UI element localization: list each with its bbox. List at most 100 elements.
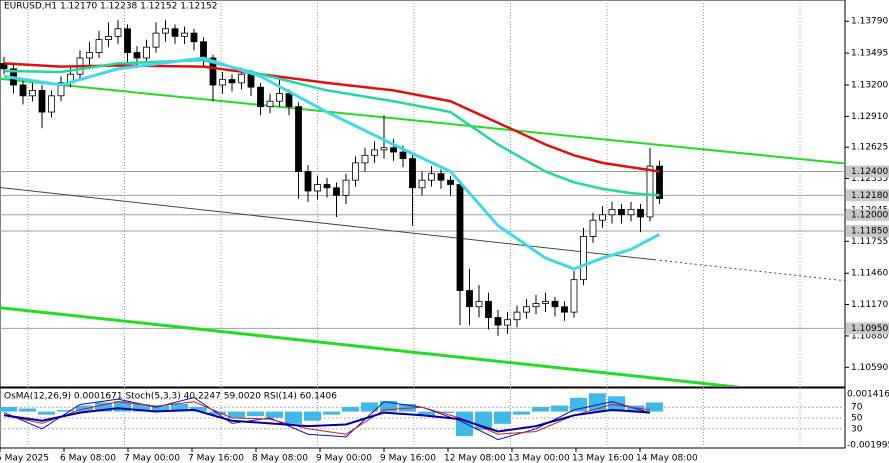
level-label-box — [846, 225, 889, 238]
candle-body — [656, 165, 663, 199]
candle-body — [95, 39, 103, 53]
candle-body — [437, 173, 445, 181]
osma-bar — [494, 411, 511, 424]
osma-bar — [152, 405, 169, 412]
candle-body — [295, 106, 302, 172]
candle-body — [580, 236, 587, 281]
y-tick-label: 1.11755 — [851, 237, 888, 247]
candle-body — [190, 32, 198, 43]
candle-body — [494, 317, 502, 326]
candle-body — [380, 147, 388, 151]
candle-body — [428, 173, 435, 181]
frame — [0, 0, 846, 449]
y2-tick-label: 0.001416 — [847, 390, 889, 400]
osma-bar — [133, 403, 150, 412]
chart-title: EURUSD,H1 1.12170 1.12238 1.12152 1.1215… — [4, 2, 217, 12]
y-tick-label: 1.12910 — [851, 112, 888, 122]
trend-line — [0, 187, 845, 282]
y-tick-label: 1.10880 — [851, 331, 888, 341]
candle-body — [371, 149, 378, 156]
candle-body — [551, 300, 559, 308]
moving-average — [3, 62, 660, 173]
osma-bar — [228, 411, 245, 418]
level-label: 1.12180 — [851, 191, 888, 201]
candle-body — [57, 82, 65, 97]
osma-bar — [646, 402, 663, 412]
candle-body — [475, 300, 483, 308]
candle-body — [209, 57, 217, 86]
candle-body — [352, 162, 359, 181]
osma-bar — [266, 411, 283, 418]
candle-body — [114, 28, 122, 37]
candle-body — [143, 46, 150, 59]
osma-bar — [532, 407, 549, 412]
y-tick-label: 1.10590 — [851, 363, 888, 373]
y-tick-label: 1.13200 — [851, 81, 888, 91]
osma-bar — [57, 410, 74, 412]
candle-body — [266, 100, 274, 108]
indicator-title: OsMA(12,26,9) 0.0001671 Stoch(5,3,3) 40.… — [4, 392, 337, 402]
candle-body — [466, 290, 473, 308]
x-tick-label: 7 May 16:00 — [188, 454, 244, 463]
candle-body — [589, 219, 597, 237]
osc-tick-label: 70 — [851, 403, 863, 413]
candle-body — [646, 165, 654, 218]
candle-body — [162, 28, 169, 34]
x-tick-label: 7 May 00:00 — [124, 454, 180, 463]
candle-body — [399, 151, 407, 159]
trend-line-extension — [659, 259, 845, 282]
candle-body — [627, 208, 635, 216]
osc-tick-label: 50 — [851, 414, 863, 424]
oscillator-line — [3, 407, 651, 433]
candle-body — [304, 171, 312, 192]
y-tick-label: 1.12625 — [851, 143, 888, 153]
price-plot — [0, 20, 845, 386]
candle-body — [390, 147, 397, 153]
candle-body — [561, 306, 568, 313]
osma-bar — [114, 400, 131, 412]
candle-body — [48, 95, 55, 113]
moving-average — [3, 56, 661, 271]
candle-body — [200, 41, 207, 59]
moving-average — [3, 58, 660, 197]
level-label: 1.11850 — [851, 227, 888, 237]
candle-body — [228, 79, 236, 84]
osc-tick-label: 30 — [851, 424, 863, 434]
osma-bar — [38, 411, 55, 415]
level-label-box — [846, 208, 889, 221]
candle-body — [257, 86, 264, 108]
indicator-pane — [0, 393, 845, 441]
osma-bar — [323, 411, 340, 415]
osma-bar — [0, 407, 17, 412]
osma-bar — [608, 396, 625, 412]
y-tick-label: 1.11460 — [851, 269, 888, 279]
candle-body — [105, 35, 112, 40]
candle-body — [342, 179, 350, 196]
candle-body — [608, 208, 616, 216]
osma-bar — [342, 407, 359, 412]
osma-bar — [551, 405, 568, 412]
level-label-box — [846, 189, 889, 202]
candle-body — [323, 184, 331, 189]
candle-body — [456, 184, 464, 291]
candle-body — [570, 279, 578, 313]
osma-bar — [380, 400, 397, 412]
y-tick-label: 1.11170 — [851, 300, 888, 310]
osma-bar — [171, 403, 188, 412]
osma-bar — [247, 411, 264, 417]
level-label-box — [846, 322, 889, 335]
x-tick-label: 9 May 00:00 — [316, 454, 372, 463]
x-tick-label: 13 May 16:00 — [572, 454, 634, 463]
trend-line — [0, 306, 742, 386]
candle-body — [285, 93, 293, 108]
candle-body — [86, 52, 93, 59]
candle-body — [599, 214, 606, 221]
candle-body — [219, 79, 226, 86]
osma-bar — [513, 411, 530, 415]
x-tick-label: 5 May 2025 — [0, 454, 49, 463]
osma-bar — [437, 411, 454, 414]
candle-body — [276, 93, 283, 102]
trend-line — [0, 77, 845, 165]
candle-body — [409, 158, 416, 189]
oscillator-line — [3, 401, 651, 435]
